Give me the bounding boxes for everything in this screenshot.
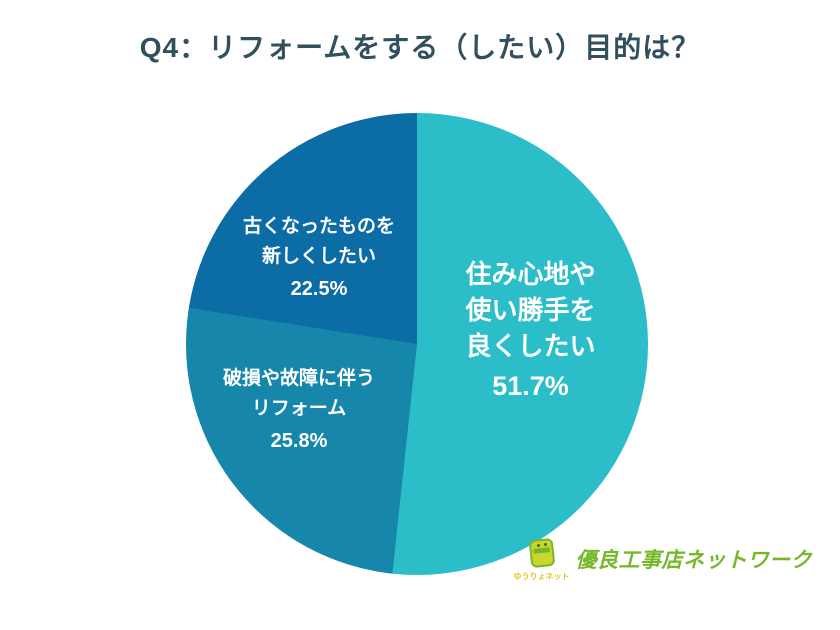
- slice-percent-value: 51.7%: [492, 371, 569, 401]
- brand-logo-text: 優良工事店ネットワーク: [575, 549, 812, 572]
- slice-label-line: 住み心地や: [465, 259, 596, 289]
- slice-label-line: リフォーム: [251, 398, 347, 419]
- slice-percent-value: 25.8%: [270, 430, 328, 452]
- slice-label-line: 新しくしたい: [261, 246, 376, 267]
- slice-label-line: 古くなったものを: [242, 216, 395, 237]
- slice-label-line: 破損や故障に伴う: [222, 368, 375, 389]
- pie-chart: [186, 113, 648, 575]
- brand-logo-icon-wrap: ゆうりょネット: [514, 536, 570, 582]
- brand-logo: ゆうりょネット 優良工事店ネットワーク: [514, 536, 813, 582]
- slice-label-line: 良くしたい: [465, 331, 596, 361]
- slice-label-comfort: 住み心地や 使い勝手を 良くしたい 51.7%: [428, 256, 633, 404]
- page-title: Q4：リフォームをする（したい）目的は？: [139, 32, 701, 63]
- slice-label-line: 使い勝手を: [465, 295, 596, 325]
- slice-label-renew: 古くなったものを 新しくしたい 22.5%: [213, 212, 425, 304]
- slice-percent-value: 22.5%: [290, 278, 348, 300]
- brand-sub-label: ゆうりょネット: [513, 572, 570, 581]
- slice-label-damage: 破損や故障に伴う リフォーム 25.8%: [193, 364, 405, 456]
- brand-mascot-icon: [528, 538, 555, 568]
